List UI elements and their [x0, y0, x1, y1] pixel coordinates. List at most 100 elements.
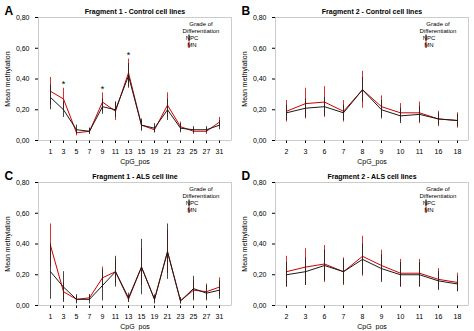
svg-text:13: 13	[125, 313, 133, 320]
svg-text:27: 27	[203, 148, 211, 155]
svg-text:0,60: 0,60	[253, 44, 267, 51]
svg-text:Fragment 2 - Control cell line: Fragment 2 - Control cell lines	[322, 8, 422, 16]
svg-text:C: C	[5, 169, 14, 183]
svg-text:9: 9	[380, 148, 384, 155]
svg-text:0,00: 0,00	[253, 302, 267, 309]
svg-text:25: 25	[190, 148, 198, 155]
svg-text:31: 31	[216, 148, 224, 155]
svg-text:MN: MN	[187, 207, 196, 213]
svg-text:Fragment 2 - ALS cell lines: Fragment 2 - ALS cell lines	[327, 173, 416, 181]
svg-text:9: 9	[101, 313, 105, 320]
svg-text:23: 23	[177, 313, 185, 320]
svg-text:2: 2	[285, 313, 289, 320]
svg-text:MN: MN	[424, 207, 433, 213]
svg-text:3: 3	[62, 148, 66, 155]
svg-text:0,40: 0,40	[253, 240, 267, 247]
svg-text:15: 15	[138, 313, 146, 320]
svg-text:Fragment 1 - Control cell line: Fragment 1 - Control cell lines	[85, 8, 185, 16]
svg-text:Mean methylation: Mean methylation	[4, 216, 12, 271]
svg-text:0,20: 0,20	[253, 271, 267, 278]
svg-text:Mean methylation: Mean methylation	[4, 51, 12, 106]
svg-text:19: 19	[151, 313, 159, 320]
svg-text:3: 3	[304, 148, 308, 155]
svg-text:10: 10	[397, 148, 405, 155]
svg-text:0,60: 0,60	[16, 44, 30, 51]
svg-text:6: 6	[323, 148, 327, 155]
svg-text:Grade of: Grade of	[426, 186, 450, 192]
svg-text:7: 7	[88, 148, 92, 155]
svg-text:0,60: 0,60	[253, 209, 267, 216]
svg-text:15: 15	[138, 148, 146, 155]
svg-text:19: 19	[151, 148, 159, 155]
svg-text:MN: MN	[424, 42, 433, 48]
svg-text:0,80: 0,80	[253, 179, 267, 186]
svg-text:7: 7	[342, 313, 346, 320]
svg-text:0,80: 0,80	[16, 14, 30, 21]
svg-text:*: *	[62, 79, 66, 89]
svg-text:13: 13	[125, 148, 133, 155]
svg-text:5: 5	[75, 148, 79, 155]
svg-text:5: 5	[75, 313, 79, 320]
svg-text:7: 7	[88, 313, 92, 320]
svg-text:18: 18	[454, 313, 462, 320]
svg-text:11: 11	[112, 148, 119, 155]
svg-text:3: 3	[304, 313, 308, 320]
svg-text:Mean methylation: Mean methylation	[241, 216, 249, 271]
svg-text:0,00: 0,00	[16, 137, 30, 144]
svg-text:B: B	[242, 4, 251, 18]
svg-text:Differentiation: Differentiation	[183, 193, 220, 199]
svg-text:8: 8	[361, 313, 365, 320]
svg-text:25: 25	[190, 313, 198, 320]
svg-text:1: 1	[49, 148, 53, 155]
svg-text:3: 3	[62, 313, 66, 320]
svg-text:1: 1	[49, 313, 53, 320]
svg-text:A: A	[5, 4, 14, 18]
svg-text:Differentiation: Differentiation	[183, 28, 220, 34]
svg-text:16: 16	[435, 313, 443, 320]
svg-text:0,00: 0,00	[16, 302, 30, 309]
svg-text:0,80: 0,80	[253, 14, 267, 21]
svg-text:CpG_pos: CpG_pos	[357, 323, 387, 331]
svg-text:0,40: 0,40	[16, 75, 30, 82]
svg-text:21: 21	[164, 148, 172, 155]
svg-text:0,80: 0,80	[16, 179, 30, 186]
svg-text:11: 11	[112, 313, 119, 320]
svg-text:Differentiation: Differentiation	[420, 28, 457, 34]
svg-text:0,40: 0,40	[16, 240, 30, 247]
svg-text:0,20: 0,20	[16, 271, 30, 278]
svg-text:NPC: NPC	[423, 35, 436, 41]
svg-text:8: 8	[361, 148, 365, 155]
svg-text:31: 31	[216, 313, 224, 320]
svg-text:11: 11	[416, 313, 423, 320]
svg-text:0,00: 0,00	[253, 137, 267, 144]
svg-text:NPC: NPC	[423, 200, 436, 206]
svg-text:10: 10	[397, 313, 405, 320]
svg-text:NPC: NPC	[186, 200, 199, 206]
svg-text:D: D	[242, 169, 251, 183]
svg-text:0,20: 0,20	[16, 106, 30, 113]
svg-text:6: 6	[323, 313, 327, 320]
svg-text:7: 7	[342, 148, 346, 155]
svg-text:CpG_pos: CpG_pos	[120, 323, 150, 331]
svg-text:9: 9	[380, 313, 384, 320]
svg-text:Fragment 1 - ALS cell line: Fragment 1 - ALS cell line	[92, 173, 177, 181]
svg-text:Grade of: Grade of	[189, 21, 213, 27]
svg-text:MN: MN	[187, 42, 196, 48]
svg-text:18: 18	[454, 148, 462, 155]
svg-text:9: 9	[101, 148, 105, 155]
svg-text:CpG_pos: CpG_pos	[357, 158, 387, 166]
svg-text:11: 11	[416, 148, 423, 155]
svg-text:Mean methylation: Mean methylation	[241, 51, 249, 106]
svg-text:Grade of: Grade of	[189, 186, 213, 192]
svg-text:0,20: 0,20	[253, 106, 267, 113]
svg-text:21: 21	[164, 313, 172, 320]
svg-text:2: 2	[285, 148, 289, 155]
svg-text:Differentiation: Differentiation	[420, 193, 457, 199]
svg-text:0,60: 0,60	[16, 209, 30, 216]
svg-text:0,40: 0,40	[253, 75, 267, 82]
svg-text:27: 27	[203, 313, 211, 320]
svg-text:*: *	[127, 50, 131, 60]
svg-text:CpG_pos: CpG_pos	[120, 158, 150, 166]
svg-text:Grade of: Grade of	[426, 21, 450, 27]
svg-text:NPC: NPC	[186, 35, 199, 41]
